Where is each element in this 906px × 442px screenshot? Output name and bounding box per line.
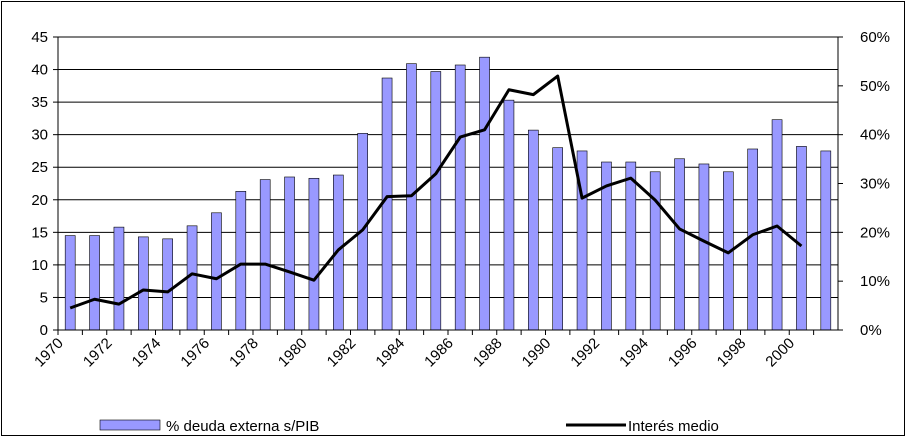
y-tick-label: 25 (31, 159, 48, 176)
bar (138, 236, 149, 331)
bar (552, 147, 563, 331)
bar (89, 235, 100, 331)
y2-tick-label: 40% (860, 127, 890, 144)
bar (284, 176, 295, 331)
bar (64, 235, 76, 331)
bar (430, 71, 442, 331)
y-tick-label: 15 (31, 224, 48, 241)
y2-tick-label: 10% (860, 273, 890, 290)
bar (625, 161, 637, 331)
y-tick-label: 10 (31, 257, 48, 274)
bar (528, 129, 539, 331)
y-tick-label: 20 (31, 192, 48, 209)
y2-tick-label: 60% (860, 29, 890, 46)
y2-tick-label: 30% (860, 176, 890, 193)
y-tick-label: 30 (31, 127, 48, 144)
y-tick-label: 35 (31, 94, 48, 111)
legend-label: Interés medio (628, 418, 719, 435)
y-tick-label: 0 (40, 322, 48, 339)
bar (747, 148, 758, 331)
y2-tick-label: 20% (860, 224, 890, 241)
legend-swatch (99, 419, 161, 431)
bar (113, 226, 125, 331)
bar (698, 163, 710, 331)
bar (381, 77, 393, 331)
bar (796, 146, 807, 331)
bar (308, 177, 320, 331)
legend-label: % deuda externa s/PIB (166, 418, 319, 435)
y-tick-label: 40 (31, 62, 48, 79)
line (69, 74, 803, 310)
bar (235, 191, 247, 331)
bar (820, 150, 832, 331)
bar (259, 179, 271, 331)
y2-tick-label: 0% (860, 322, 882, 339)
y2-tick-label: 50% (860, 78, 890, 95)
bar (454, 64, 466, 331)
bar (211, 212, 222, 331)
bar (479, 56, 490, 331)
bar (503, 99, 515, 331)
bar (162, 238, 173, 331)
y-tick-label: 45 (31, 29, 48, 46)
bar (674, 158, 685, 331)
y-tick-label: 5 (40, 289, 48, 306)
